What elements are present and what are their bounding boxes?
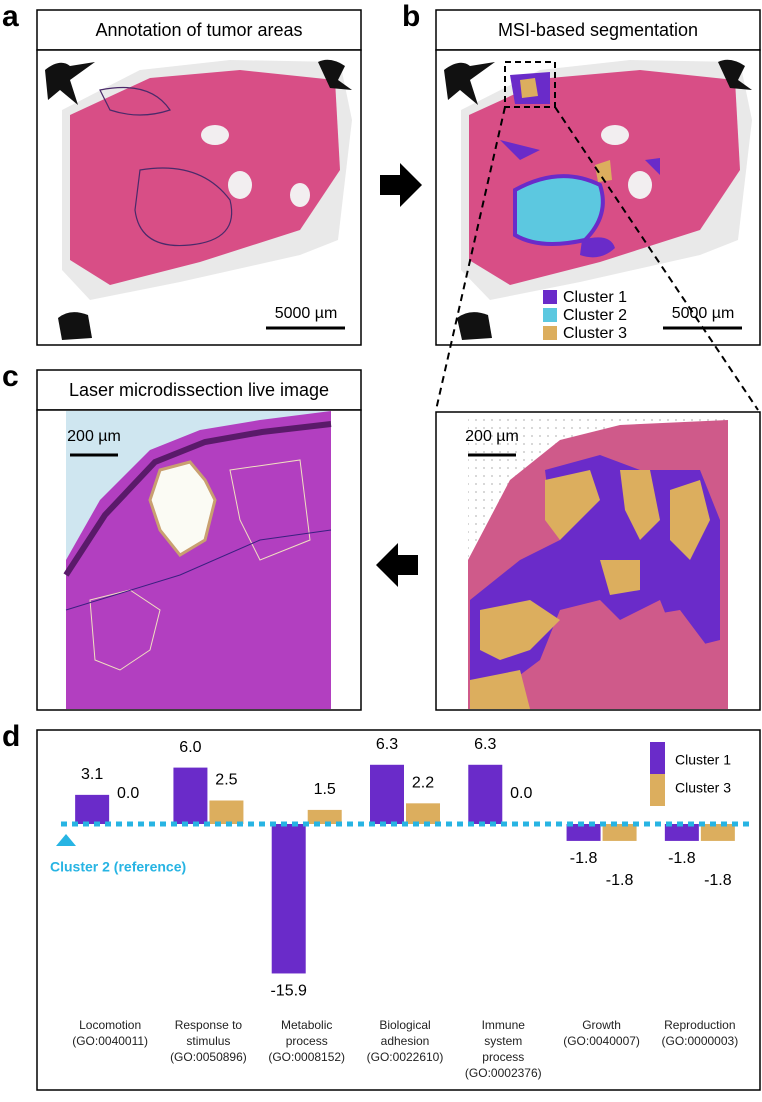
- x-tick-label: Response to stimulus (GO:0050896): [170, 1018, 247, 1064]
- value-label: 2.2: [412, 775, 434, 792]
- legend-swatch: [543, 290, 557, 304]
- tissue-image: [45, 59, 352, 340]
- value-label: -15.9: [270, 983, 307, 1000]
- bar: [75, 794, 110, 824]
- x-tick-label: Reproduction (GO:0000003): [661, 1018, 739, 1048]
- bar: [406, 803, 440, 824]
- scale-label: 200 µm: [67, 428, 121, 445]
- legend-label: Cluster 1: [563, 289, 627, 306]
- bar: [566, 824, 601, 841]
- bar: [664, 824, 699, 841]
- value-label: 0.0: [117, 785, 139, 802]
- zoom-box: [504, 61, 556, 108]
- title-box: [36, 9, 362, 51]
- x-tick-label: Immune system process (GO:0002376): [464, 1018, 542, 1080]
- live-image: [63, 411, 332, 709]
- zoom-line: [435, 106, 506, 411]
- x-tick-label: Metabolic process (GO:0008152): [268, 1018, 346, 1064]
- bar: [209, 800, 244, 824]
- legend-label: Cluster 2: [563, 307, 627, 324]
- bar: [700, 824, 735, 841]
- panel-letter: d: [2, 720, 20, 753]
- legend-label: Cluster 3: [563, 325, 627, 342]
- bar: [468, 764, 503, 824]
- panel-letter: a: [2, 0, 19, 33]
- value-label: -1.8: [704, 872, 732, 889]
- x-tick-label: Biological adhesion (GO:0022610): [366, 1018, 444, 1064]
- value-label: -1.8: [606, 872, 634, 889]
- title-box: [435, 9, 761, 51]
- reference-label: Cluster 2 (reference): [50, 859, 186, 875]
- legend-swatch: [650, 774, 665, 806]
- title-box: [36, 369, 362, 411]
- panel-letter: b: [402, 0, 420, 33]
- value-label: 6.3: [474, 736, 496, 753]
- scale-label: 5000 µm: [672, 305, 735, 322]
- segmentation-image: [444, 59, 752, 340]
- x-tick-label: Locomotion (GO:0040011): [72, 1018, 149, 1048]
- arrow: [380, 163, 422, 207]
- legend-swatch: [543, 326, 557, 340]
- bar: [370, 764, 404, 824]
- arrow: [376, 543, 418, 587]
- x-tick-label: Growth (GO:0040007): [563, 1018, 640, 1048]
- scale-label: 5000 µm: [275, 305, 338, 322]
- value-label: 6.0: [179, 739, 201, 756]
- legend-label: Cluster 3: [675, 780, 731, 796]
- legend-swatch: [650, 742, 665, 774]
- legend-label: Cluster 1: [675, 752, 731, 768]
- bar: [271, 824, 306, 974]
- reference-marker: [56, 834, 76, 846]
- bar: [173, 767, 208, 824]
- value-label: 3.1: [81, 766, 103, 783]
- panel-title: Annotation of tumor areas: [95, 20, 302, 40]
- value-label: 2.5: [215, 772, 237, 789]
- value-label: 6.3: [376, 736, 398, 753]
- value-label: 1.5: [314, 781, 336, 798]
- value-label: 0.0: [510, 785, 532, 802]
- bar-chart: 3.1 0.0 6.0 2.5 -15.9 1.5 6.3 2.2 6.3 0.0 -1.8 -1.8…: [50, 736, 749, 1000]
- panel-letter: c: [2, 360, 19, 393]
- legend-swatch: [543, 308, 557, 322]
- zoom-image: [468, 413, 728, 709]
- bar: [307, 809, 342, 824]
- panel-title: MSI-based segmentation: [498, 20, 698, 40]
- panel-title: Laser microdissection live image: [69, 380, 329, 400]
- bar: [602, 824, 637, 841]
- zoom-line: [554, 106, 759, 411]
- value-label: -1.8: [570, 850, 598, 867]
- scale-label: 200 µm: [465, 428, 519, 445]
- value-label: -1.8: [668, 850, 696, 867]
